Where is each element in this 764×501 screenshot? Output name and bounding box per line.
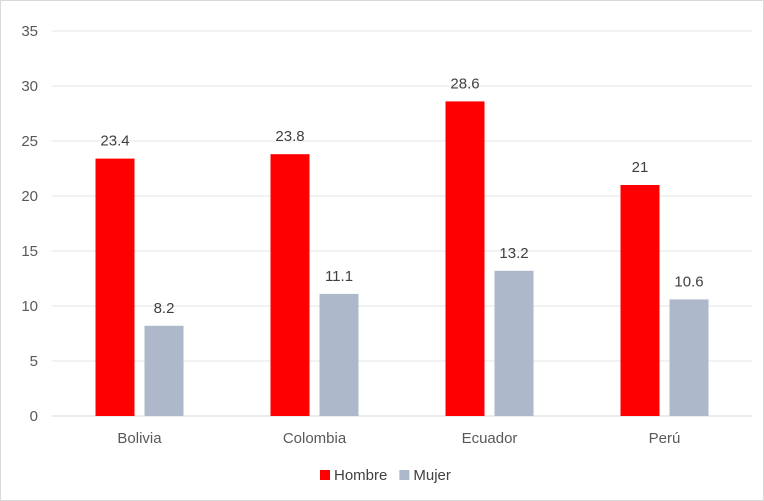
legend-label-hombre: Hombre <box>334 467 387 484</box>
y-tick-label: 20 <box>21 188 38 205</box>
data-label: 11.1 <box>325 268 353 285</box>
bar-mujer <box>319 293 359 416</box>
legend-label-mujer: Mujer <box>413 467 451 484</box>
y-tick-label: 30 <box>21 78 38 95</box>
data-label: 21 <box>632 159 649 176</box>
bar-hombre <box>95 158 135 416</box>
x-axis: Bolivia Colombia Ecuador Perú <box>117 430 680 447</box>
data-label: 28.6 <box>450 75 479 92</box>
legend-swatch-hombre <box>320 470 330 480</box>
data-label: 13.2 <box>499 245 528 262</box>
x-tick-label: Bolivia <box>117 430 162 447</box>
y-tick-label: 5 <box>30 353 38 370</box>
y-tick-label: 15 <box>21 243 38 260</box>
bar-hombre <box>445 101 485 417</box>
legend: Hombre Mujer <box>320 467 451 484</box>
data-label: 23.8 <box>275 128 304 145</box>
y-tick-label: 35 <box>21 23 38 40</box>
data-label: 8.2 <box>154 300 175 317</box>
y-tick-label: 25 <box>21 133 38 150</box>
data-label: 10.6 <box>674 273 703 290</box>
x-tick-label: Colombia <box>283 430 347 447</box>
y-tick-label: 0 <box>30 408 38 425</box>
data-label: 23.4 <box>100 133 129 150</box>
bar-hombre <box>620 185 660 416</box>
data-labels: 23.4 8.2 23.8 11.1 28.6 13.2 21 10.6 <box>100 75 703 316</box>
x-tick-label: Perú <box>649 430 681 447</box>
bar-mujer <box>494 270 534 416</box>
bar-mujer <box>144 325 184 416</box>
bar-hombre <box>270 154 310 416</box>
y-axis: 0 5 10 15 20 25 30 35 <box>21 23 38 425</box>
y-tick-label: 10 <box>21 298 38 315</box>
x-tick-label: Ecuador <box>462 430 518 447</box>
bar-mujer <box>669 299 709 416</box>
legend-swatch-mujer <box>399 470 410 480</box>
bars <box>95 101 709 417</box>
